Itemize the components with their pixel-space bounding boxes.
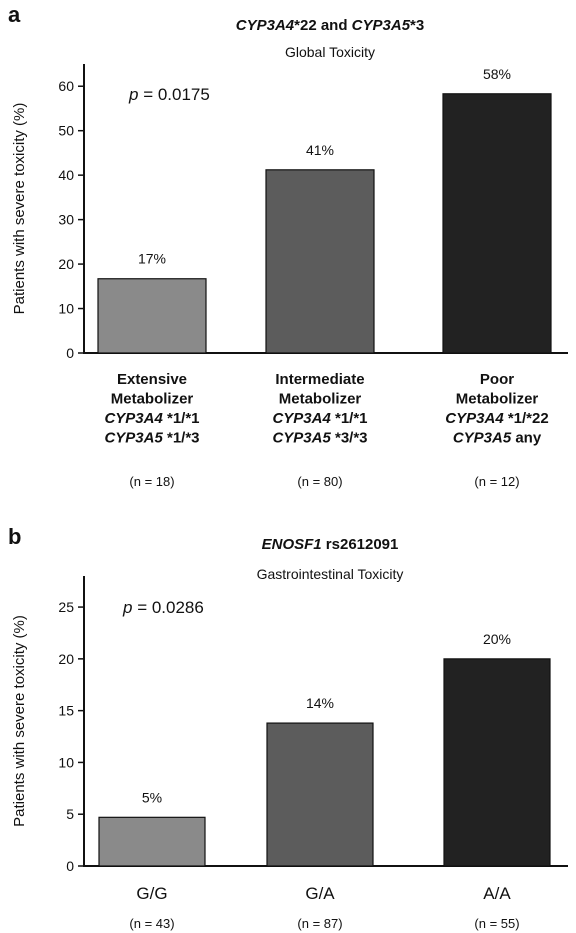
chart-b-bar-value-label: 14% — [306, 695, 334, 711]
chart-a-title-part: *22 and — [294, 17, 352, 34]
chart-a-n-label: (n = 12) — [474, 474, 519, 489]
chart-b-p-value: p = 0.0286 — [122, 598, 204, 617]
chart-b-y-tick-label: 5 — [66, 806, 74, 822]
chart-b-y-tick-label: 25 — [58, 599, 74, 615]
chart-a-bar — [97, 278, 207, 354]
chart-a-category-label-part: Metabolizer — [456, 391, 539, 408]
chart-a-y-tick-label: 40 — [58, 167, 74, 183]
chart-a-category-label-part: CYP3A4 — [445, 410, 504, 427]
chart-a-category-label-part: *1/*1 — [331, 410, 368, 427]
chart-a-y-tick-label: 10 — [58, 301, 74, 317]
chart-b: b ENOSF1 rs2612091 Gastrointestinal Toxic… — [0, 520, 576, 933]
chart-a-category-label-part: *1/*22 — [504, 410, 549, 427]
chart-b-bar-value-label: 20% — [483, 631, 511, 647]
chart-a-category-label-part: *3/*3 — [331, 430, 368, 447]
chart-a-y-axis-label: Patients with severe toxicity (%) — [11, 103, 28, 315]
chart-a-category-label-part: Intermediate — [275, 371, 364, 388]
chart-b-title: ENOSF1 rs2612091 — [262, 536, 399, 553]
chart-b-y-tick-label: 20 — [58, 651, 74, 667]
chart-b-category-label: A/A — [483, 884, 511, 903]
chart-a-category-label-line: Metabolizer — [111, 391, 194, 408]
chart-a-category-label-part: *1/*3 — [163, 430, 200, 447]
chart-a-y-tick-label: 0 — [66, 345, 74, 361]
chart-a-category-label-line: CYP3A4 *1/*1 — [272, 410, 367, 427]
panel-letter-b: b — [8, 524, 21, 549]
chart-b-n-label: (n = 43) — [129, 916, 174, 931]
chart-b-y-tick-label: 0 — [66, 858, 74, 874]
chart-a-category-label-line: CYP3A4 *1/*22 — [445, 410, 548, 427]
chart-a-p-number: = 0.0175 — [138, 85, 209, 104]
chart-a-category-label-part: any — [511, 430, 542, 447]
chart-b-title-part: ENOSF1 — [262, 536, 322, 553]
chart-b-y-tick-label: 10 — [58, 754, 74, 770]
chart-a-category-label-line: Intermediate — [275, 371, 364, 388]
chart-a-y-tick-label: 60 — [58, 78, 74, 94]
chart-b-title-part: rs2612091 — [322, 536, 399, 553]
chart-a-y-tick-label: 20 — [58, 256, 74, 272]
chart-a-category-label-line: CYP3A5 *3/*3 — [272, 430, 367, 447]
chart-b-bar-value-label: 5% — [142, 789, 162, 805]
chart-a-category-label-line: CYP3A4 *1/*1 — [104, 410, 199, 427]
chart-b-bar — [266, 722, 374, 867]
chart-a-n-label: (n = 18) — [129, 474, 174, 489]
chart-a-category-label-line: Metabolizer — [279, 391, 362, 408]
chart-b-category-label: G/G — [136, 884, 167, 903]
chart-a-category-label-part: *1/*1 — [163, 410, 200, 427]
chart-a-category-label-line: CYP3A5 *1/*3 — [104, 430, 199, 447]
chart-a-category-label-part: Extensive — [117, 371, 187, 388]
chart-b-subtitle: Gastrointestinal Toxicity — [257, 566, 404, 582]
chart-a-category-label-part: Poor — [480, 371, 514, 388]
chart-a-category-label-part: CYP3A5 — [104, 430, 163, 447]
chart-a-bar-value-label: 41% — [306, 142, 334, 158]
chart-a-p-symbol: p — [128, 85, 138, 104]
chart-a-title-part: CYP3A5 — [352, 17, 411, 34]
chart-a-category-label-part: CYP3A4 — [272, 410, 331, 427]
chart-a-title-part: CYP3A4 — [236, 17, 295, 34]
chart-b-n-label: (n = 55) — [474, 916, 519, 931]
panel-letter-a: a — [8, 2, 21, 27]
chart-a-category-label-line: Metabolizer — [456, 391, 539, 408]
chart-b-n-label: (n = 87) — [297, 916, 342, 931]
chart-b-p-symbol: p — [122, 598, 132, 617]
chart-b-y-tick-label: 15 — [58, 703, 74, 719]
chart-b-svg: b ENOSF1 rs2612091 Gastrointestinal Toxic… — [8, 524, 568, 931]
chart-a-category-label-line: Poor — [480, 371, 514, 388]
chart-a-n-label: (n = 80) — [297, 474, 342, 489]
chart-a-category-label-part: CYP3A4 — [104, 410, 163, 427]
chart-b-category-label: G/A — [305, 884, 335, 903]
chart-b-p-number: = 0.0286 — [132, 598, 203, 617]
chart-a-bar — [442, 93, 552, 354]
chart-a-bar — [265, 169, 375, 354]
chart-b-bar — [98, 816, 206, 867]
chart-a-category-label-part: CYP3A5 — [272, 430, 331, 447]
chart-a-title-part: *3 — [410, 17, 424, 34]
chart-a-subtitle: Global Toxicity — [285, 44, 375, 60]
chart-a-y-tick-label: 50 — [58, 123, 74, 139]
chart-b-bar — [443, 658, 551, 867]
chart-b-y-axis-label: Patients with severe toxicity (%) — [11, 615, 28, 827]
chart-a-bar-value-label: 17% — [138, 251, 166, 267]
chart-a-p-value: p = 0.0175 — [128, 85, 210, 104]
chart-a-category-label-part: Metabolizer — [111, 391, 194, 408]
chart-a-category-label-line: CYP3A5 any — [453, 430, 542, 447]
chart-a-title: CYP3A4*22 and CYP3A5*3 — [236, 17, 424, 34]
chart-a: a CYP3A4*22 and CYP3A5*3 Global Toxicity p… — [8, 2, 568, 489]
chart-a-y-tick-label: 30 — [58, 212, 74, 228]
chart-a-category-label-part: Metabolizer — [279, 391, 362, 408]
chart-a-category-label-part: CYP3A5 — [453, 430, 512, 447]
chart-a-bar-value-label: 58% — [483, 66, 511, 82]
chart-a-category-label-line: Extensive — [117, 371, 187, 388]
